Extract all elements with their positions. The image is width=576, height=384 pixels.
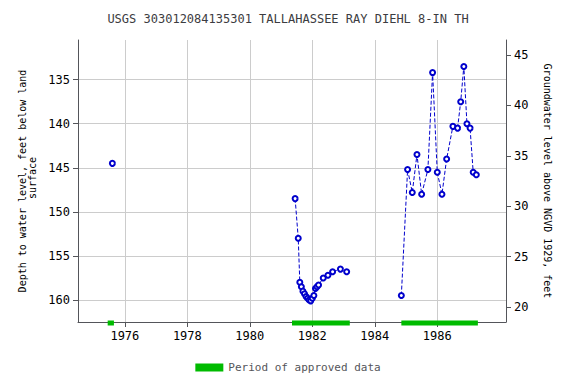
- svg-text:1976: 1976: [110, 329, 139, 343]
- svg-text:30: 30: [514, 199, 528, 213]
- svg-text:Groundwater level above NGVD 1: Groundwater level above NGVD 1929, feet: [542, 64, 553, 299]
- svg-text:surface: surface: [27, 157, 38, 205]
- svg-text:1986: 1986: [423, 329, 452, 343]
- svg-text:140: 140: [48, 117, 70, 131]
- svg-text:35: 35: [514, 149, 528, 163]
- svg-text:145: 145: [48, 161, 70, 175]
- svg-text:150: 150: [48, 205, 70, 219]
- svg-text:25: 25: [514, 250, 528, 264]
- svg-text:20: 20: [514, 300, 528, 314]
- svg-text:40: 40: [514, 98, 528, 112]
- svg-text:155: 155: [48, 249, 70, 263]
- svg-text:1982: 1982: [298, 329, 327, 343]
- svg-text:1984: 1984: [360, 329, 389, 343]
- svg-text:45: 45: [514, 48, 528, 62]
- svg-text:135: 135: [48, 73, 70, 87]
- svg-text:Period of approved data: Period of approved data: [228, 361, 380, 374]
- svg-text:Depth to water level, feet bel: Depth to water level, feet below land: [16, 69, 28, 293]
- svg-text:160: 160: [48, 293, 70, 307]
- svg-text:1980: 1980: [235, 329, 264, 343]
- svg-text:USGS 303012084135301 TALLAHASS: USGS 303012084135301 TALLAHASSEE RAY DIE…: [107, 12, 468, 26]
- svg-text:1978: 1978: [173, 329, 202, 343]
